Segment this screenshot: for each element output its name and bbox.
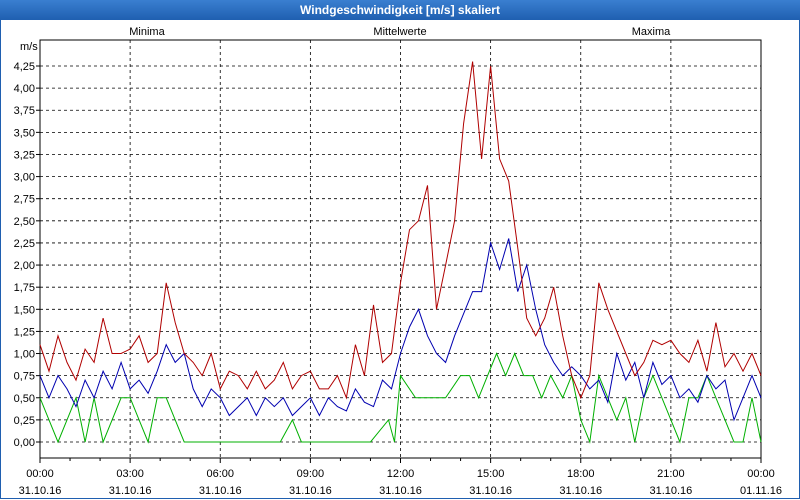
y-tick-label: 3,00 (14, 172, 35, 184)
x-tick-date: 31.10.16 (379, 485, 422, 497)
legend-maxima: Maxima (632, 26, 671, 38)
x-tick-date: 01.11.16 (740, 485, 782, 497)
y-axis-ticks: 0,00 0,25 0,50 0,75 1,00 1,25 1,50 1,75 2,00 2,25… (14, 61, 40, 449)
series-maxima (39, 61, 762, 400)
y-tick-label: 1,75 (14, 282, 35, 294)
y-tick-label: 2,50 (14, 216, 35, 228)
y-tick-label: 3,50 (14, 127, 35, 139)
x-tick-date: 31.10.16 (649, 485, 692, 497)
x-tick-time: 00:00 (747, 468, 775, 480)
series-minima (39, 352, 762, 444)
x-tick-time: 18:00 (567, 468, 595, 480)
y-tick-label: 1,00 (14, 349, 35, 361)
y-tick-label: 0,25 (14, 415, 35, 427)
x-tick-date: 31.10.16 (19, 485, 62, 497)
y-tick-label: 2,75 (14, 194, 35, 206)
y-tick-label: 0,00 (14, 437, 35, 449)
x-tick-time: 21:00 (657, 468, 685, 480)
x-tick-time: 06:00 (206, 468, 234, 480)
x-tick-time: 09:00 (297, 468, 325, 480)
y-tick-label: 0,50 (14, 393, 35, 405)
x-tick-date: 31.10.16 (289, 485, 332, 497)
legend-minima: Minima (129, 26, 165, 38)
legend-mittelwerte: Mittelwerte (373, 26, 426, 38)
y-axis-label: m/s (20, 41, 38, 53)
y-tick-label: 4,25 (14, 61, 35, 73)
y-tick-label: 3,25 (14, 149, 35, 161)
x-tick-time: 03:00 (116, 468, 144, 480)
series-mittelwerte (39, 238, 762, 422)
x-axis-ticks: 00:00 31.10.16 03:00 31.10.16 06:00 31.10.16 0… (19, 458, 782, 497)
y-tick-label: 0,75 (14, 371, 35, 383)
x-tick-date: 31.10.16 (109, 485, 152, 497)
x-tick-time: 12:00 (387, 468, 415, 480)
x-tick-date: 31.10.16 (199, 485, 242, 497)
y-tick-label: 1,25 (14, 326, 35, 338)
y-tick-label: 4,00 (14, 83, 35, 95)
series-lines (39, 61, 762, 444)
y-tick-label: 2,25 (14, 238, 35, 250)
window-title: Windgeschwindigkeit [m/s] skaliert (0, 0, 800, 20)
x-tick-date: 31.10.16 (469, 485, 512, 497)
y-tick-label: 3,75 (14, 105, 35, 117)
x-tick-date: 31.10.16 (559, 485, 602, 497)
y-tick-label: 2,00 (14, 260, 35, 272)
y-tick-label: 1,50 (14, 304, 35, 316)
x-tick-time: 15:00 (477, 468, 505, 480)
x-tick-time: 00:00 (26, 468, 54, 480)
